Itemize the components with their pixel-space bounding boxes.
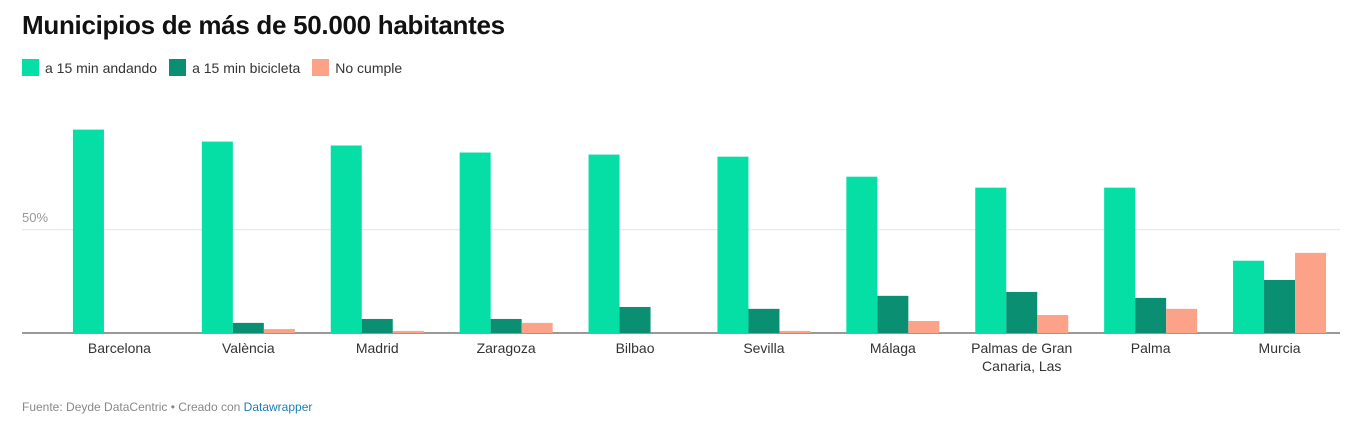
bar (717, 156, 749, 333)
bar (263, 329, 295, 333)
bar (1295, 252, 1327, 333)
bar (72, 129, 104, 333)
bar (361, 318, 393, 333)
legend-label: a 15 min bicicleta (192, 59, 301, 76)
bar (459, 152, 491, 333)
credit-link[interactable]: Datawrapper (243, 400, 313, 414)
legend-item: a 15 min andando (22, 59, 157, 76)
bar (1037, 315, 1069, 333)
legend-item: No cumple (312, 59, 402, 76)
y-tick-label: 50% (22, 210, 48, 225)
bar (908, 321, 940, 333)
legend-swatch (169, 59, 187, 76)
bar (201, 141, 233, 333)
x-tick-label: Palma (1130, 340, 1171, 356)
x-tick-label: Sevilla (743, 340, 785, 356)
x-tick-label: Madrid (355, 340, 399, 356)
legend-swatch (312, 59, 330, 76)
bar (1166, 308, 1198, 333)
x-tick-label: Murcia (1258, 340, 1301, 356)
bar (490, 318, 522, 333)
chart-title: Municipios de más de 50.000 habitantes (22, 10, 505, 40)
bar (521, 322, 553, 333)
legend-item: a 15 min bicicleta (169, 59, 300, 76)
bar (232, 322, 264, 333)
bar (1233, 260, 1265, 333)
x-tick-label: Palmas de Gran Canaria, Las (971, 340, 1073, 374)
bar (588, 154, 620, 333)
legend-label: No cumple (335, 59, 403, 76)
legend: a 15 min andando a 15 min bicicleta No cum… (22, 59, 402, 76)
bar (748, 308, 780, 333)
x-tick-label: València (222, 340, 275, 356)
bar (619, 306, 651, 333)
bar (846, 176, 878, 333)
bar (1006, 291, 1038, 333)
bar (1104, 187, 1136, 333)
bar (330, 145, 362, 333)
legend-label: a 15 min andando (45, 59, 158, 76)
bar (1264, 279, 1296, 333)
x-tick-label: Barcelona (87, 340, 151, 356)
x-tick-label: Zaragoza (476, 340, 536, 356)
bar (975, 187, 1007, 333)
source: Fuente: Deyde DataCentric • Creado con (22, 400, 241, 414)
bar (877, 295, 909, 333)
x-tick-label: Bilbao (615, 340, 655, 356)
x-tick-label: Málaga (869, 340, 916, 356)
legend-swatch (22, 59, 39, 76)
bar (392, 330, 424, 333)
footer: Fuente: Deyde DataCentric • Creado con D… (22, 400, 312, 414)
bar (779, 330, 811, 333)
bar (1135, 297, 1167, 333)
